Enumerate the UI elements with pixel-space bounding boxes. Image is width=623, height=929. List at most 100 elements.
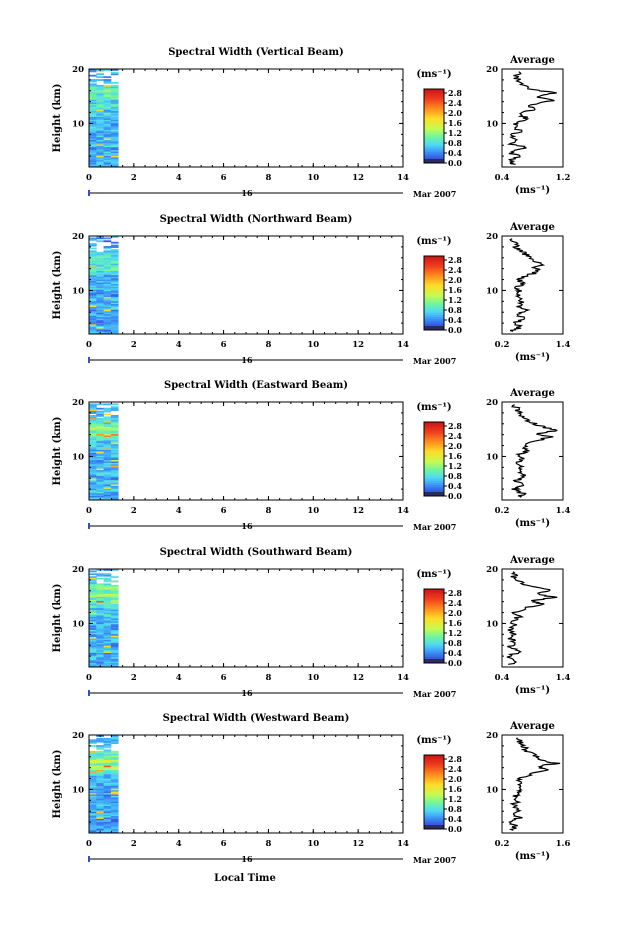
heatmap-cell: [110, 141, 119, 143]
heatmap-cell: [110, 494, 119, 497]
heatmap-cell: [103, 645, 112, 648]
heatmap-cell: [89, 755, 97, 758]
colorbar-step: [424, 804, 444, 808]
heatmap-cell: [110, 151, 119, 153]
heatmap-cell: [103, 116, 112, 119]
heatmap-cell: [103, 299, 112, 302]
heatmap-cell: [110, 587, 119, 590]
heatmap-cell: [89, 323, 97, 326]
heatmap-cell: [103, 126, 112, 129]
heatmap-cell: [89, 406, 97, 409]
x-tick-label: 6: [221, 673, 227, 683]
heatmap-cell: [96, 115, 104, 117]
heatmap-cell: [96, 105, 104, 107]
colorbar-step: [424, 120, 444, 123]
heatmap-cell: [96, 801, 104, 804]
colorbar-step: [424, 446, 444, 449]
heatmap-cell: [96, 596, 104, 599]
colorbar-frame: [423, 421, 445, 497]
heatmap-cell: [96, 438, 104, 440]
heatmap-cell: [89, 479, 97, 482]
heatmap-cell: [103, 610, 112, 613]
colorbar-step: [424, 620, 444, 623]
heatmap-cell: [96, 116, 104, 119]
average-title: Average: [509, 721, 555, 732]
heatmap-cell: [103, 165, 112, 168]
colorbar-step: [424, 122, 444, 125]
colorbar-step: [424, 137, 444, 140]
colorbar-step: [424, 613, 444, 616]
heatmap-cell: [110, 406, 119, 409]
heatmap-cell: [89, 758, 97, 760]
heatmap-cell: [103, 756, 112, 759]
colorbar-step: [424, 259, 444, 262]
colorbar-step: [424, 103, 444, 107]
heatmap-cell: [103, 827, 112, 830]
heatmap-cell: [103, 469, 112, 472]
heatmap-cell: [96, 87, 104, 90]
average-profile-line: [506, 571, 558, 665]
heatmap-cell: [89, 462, 97, 465]
colorbar-step: [424, 434, 444, 438]
colorbar-tick-label: 1.2: [448, 794, 462, 804]
heatmap-cell: [89, 325, 97, 328]
heatmap-cell: [110, 773, 119, 776]
heatmap-cell: [110, 484, 119, 486]
heatmap-cell: [96, 322, 104, 325]
colorbar-step: [424, 611, 444, 614]
heatmap-cell: [110, 639, 119, 642]
heatmap-cell: [96, 280, 104, 283]
heatmap-cell: [110, 316, 119, 319]
heatmap-cell: [89, 290, 97, 293]
heatmap-cell: [103, 430, 112, 433]
heatmap-cell: [96, 407, 104, 410]
heatmap-cell: [103, 435, 112, 437]
heatmap-cell: [96, 775, 104, 778]
heatmap-cell: [96, 237, 104, 240]
heatmap-cell: [110, 602, 119, 604]
heatmap-cell: [89, 625, 97, 628]
heatmap-cell: [96, 629, 104, 632]
heatmap-cell: [103, 639, 112, 642]
heatmap-cell: [110, 138, 119, 141]
heatmap-cell: [96, 822, 104, 825]
heatmap-cell: [110, 305, 119, 308]
heatmap-cell: [89, 280, 97, 283]
heatmap-cell: [103, 272, 112, 274]
heatmap-cell: [103, 753, 112, 756]
heatmap-cell: [96, 414, 104, 417]
heatmap-cell: [89, 759, 97, 762]
heatmap-cell: [89, 139, 97, 142]
heatmap-cell: [103, 133, 112, 136]
heatmap-cell: [89, 492, 97, 495]
heatmap-cell: [96, 422, 104, 425]
colorbar-tick-label: 1.2: [448, 461, 462, 471]
heatmap-cell: [96, 577, 104, 580]
heatmap-cells: [89, 236, 119, 335]
heatmap-cell: [89, 332, 97, 335]
heatmap-cell: [96, 594, 104, 597]
colorbar-step: [424, 90, 444, 94]
heatmap-cell: [89, 750, 97, 753]
date-month: Mar 2007: [413, 522, 456, 532]
heatmap-cell: [103, 781, 112, 783]
heatmap-cell: [96, 257, 104, 260]
colorbar-step: [424, 767, 444, 771]
heatmap-cell: [103, 818, 112, 821]
heatmap-cell: [110, 599, 119, 602]
heatmap-cell: [96, 129, 104, 132]
heatmap-cell: [110, 416, 119, 419]
heatmap-cell: [103, 442, 112, 445]
heatmap-cell: [103, 752, 112, 755]
heatmap-cell: [110, 821, 119, 824]
colorbar-step: [424, 98, 444, 101]
heatmap-cell: [96, 747, 104, 750]
colorbar-step: [424, 157, 444, 160]
heatmap-cell: [103, 665, 112, 668]
heatmap-cell: [103, 407, 112, 410]
heatmap-cell: [96, 597, 104, 600]
heatmap-cell: [89, 154, 97, 156]
heatmap-cell: [89, 164, 97, 166]
heatmap-cell: [103, 103, 112, 106]
heatmap-cell: [103, 138, 112, 141]
